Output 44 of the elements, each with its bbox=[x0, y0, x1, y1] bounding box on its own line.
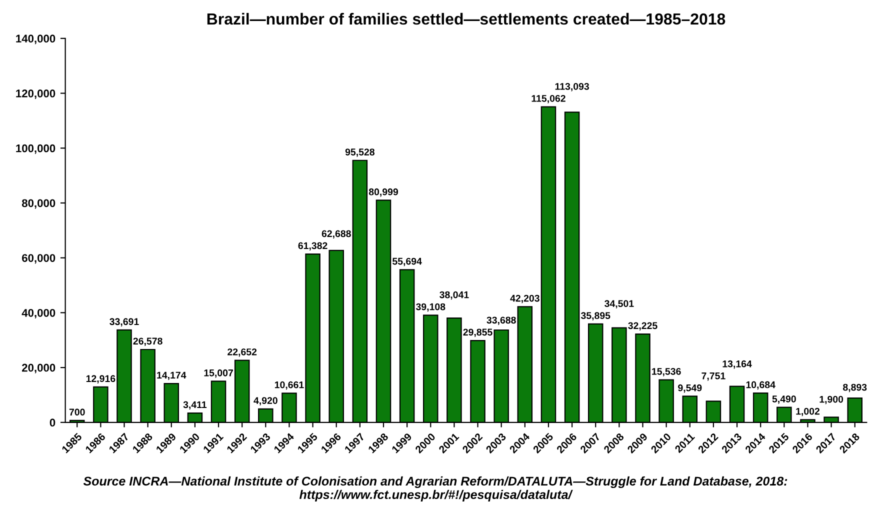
data-label: 115,062 bbox=[532, 94, 566, 104]
data-label: 12,916 bbox=[86, 375, 116, 384]
data-label: 62,688 bbox=[322, 230, 351, 239]
data-label: 9,549 bbox=[678, 384, 702, 393]
data-label: 15,536 bbox=[652, 368, 681, 376]
data-label: 33,688 bbox=[486, 316, 516, 325]
data-label: 61,382 bbox=[298, 242, 328, 251]
data-label: 80,999 bbox=[368, 188, 398, 197]
data-label: 10,661 bbox=[274, 381, 304, 390]
data-label: 38,041 bbox=[440, 291, 469, 300]
data-label: 4,920 bbox=[254, 397, 278, 406]
data-label: 13,164 bbox=[722, 360, 752, 369]
y-tick-label: 80,000 bbox=[22, 199, 56, 209]
data-label: 5,490 bbox=[772, 396, 796, 404]
data-label: 1,002 bbox=[796, 408, 820, 416]
y-tick-label: 60,000 bbox=[22, 254, 56, 264]
data-label: 22,652 bbox=[228, 348, 257, 357]
data-label: 33,691 bbox=[110, 318, 139, 326]
data-label: 14,174 bbox=[157, 372, 186, 380]
chart-title: Brazil—number of families settled—settlements created—1985–2018 bbox=[207, 12, 726, 25]
y-tick-label: 100,000 bbox=[16, 144, 56, 154]
data-label: 3,411 bbox=[183, 401, 207, 410]
data-label: 26,578 bbox=[133, 338, 162, 346]
y-tick-label: 0 bbox=[50, 418, 56, 427]
data-label: 32,225 bbox=[628, 322, 658, 330]
data-label: 10,684 bbox=[746, 381, 776, 390]
y-tick-label: 120,000 bbox=[16, 90, 56, 100]
source-note: Source INCRA—National Institute of Colonisation and Agrarian Reform/DATALUTA—Struggle for Land Database, 2018: https://www.fct.unesp.br/#!/pesquisa/dataluta/ bbox=[83, 476, 788, 502]
y-tick-label: 140,000 bbox=[16, 34, 56, 44]
data-label: 700 bbox=[69, 408, 85, 416]
data-label: 1,900 bbox=[820, 396, 844, 404]
y-tick-label: 20,000 bbox=[22, 364, 56, 374]
data-label: 95,528 bbox=[345, 148, 374, 157]
data-label: 15,007 bbox=[204, 369, 233, 378]
data-label: 34,501 bbox=[604, 300, 634, 308]
y-tick-label: 40,000 bbox=[22, 308, 56, 318]
data-label: 113,093 bbox=[555, 82, 589, 92]
data-label: 8,893 bbox=[843, 384, 867, 392]
data-label: 35,895 bbox=[580, 312, 610, 320]
data-label: 7,751 bbox=[702, 372, 726, 381]
data-label: 39,108 bbox=[416, 303, 446, 312]
data-label: 29,855 bbox=[463, 328, 492, 337]
data-label: 55,694 bbox=[392, 258, 422, 266]
data-label: 42,203 bbox=[510, 294, 540, 304]
